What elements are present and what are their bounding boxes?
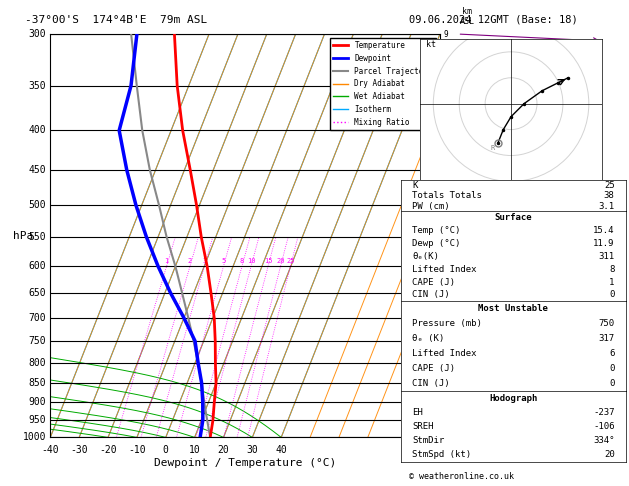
- Text: 850: 850: [29, 378, 47, 388]
- Text: Totals Totals: Totals Totals: [412, 191, 482, 200]
- Text: 900: 900: [29, 397, 47, 407]
- Text: 1: 1: [164, 258, 169, 264]
- Legend: Temperature, Dewpoint, Parcel Trajectory, Dry Adiabat, Wet Adiabat, Isotherm, Mi: Temperature, Dewpoint, Parcel Trajectory…: [330, 38, 436, 130]
- Text: -237: -237: [593, 408, 615, 417]
- Text: 600: 600: [29, 261, 47, 271]
- Text: © weatheronline.co.uk: © weatheronline.co.uk: [409, 472, 514, 481]
- Text: 40: 40: [276, 446, 287, 455]
- Text: 5: 5: [444, 233, 448, 242]
- Text: LCL: LCL: [441, 416, 456, 425]
- Text: 6: 6: [610, 349, 615, 358]
- Text: θₑ (K): θₑ (K): [412, 334, 444, 343]
- Text: 10: 10: [247, 258, 255, 264]
- Text: 1: 1: [444, 398, 448, 407]
- Text: 500: 500: [29, 200, 47, 210]
- Text: -37°00'S  174°4B'E  79m ASL: -37°00'S 174°4B'E 79m ASL: [25, 15, 208, 25]
- Text: -40: -40: [42, 446, 59, 455]
- Text: 750: 750: [598, 319, 615, 329]
- Text: CAPE (J): CAPE (J): [412, 278, 455, 287]
- Text: Hodograph: Hodograph: [489, 394, 537, 403]
- Text: K: K: [412, 181, 417, 190]
- Text: StmDir: StmDir: [412, 436, 444, 445]
- Text: -20: -20: [99, 446, 117, 455]
- X-axis label: Dewpoint / Temperature (°C): Dewpoint / Temperature (°C): [154, 458, 337, 468]
- Text: 300: 300: [29, 29, 47, 39]
- Text: 6: 6: [444, 165, 448, 174]
- Text: 650: 650: [29, 288, 47, 298]
- Text: 0: 0: [163, 446, 169, 455]
- Text: 09.06.2024 12GMT (Base: 18): 09.06.2024 12GMT (Base: 18): [409, 15, 577, 25]
- Text: 0: 0: [610, 291, 615, 299]
- Text: StmSpd (kt): StmSpd (kt): [412, 450, 471, 459]
- Text: 20: 20: [218, 446, 230, 455]
- Text: 10: 10: [189, 446, 201, 455]
- Text: θₑ(K): θₑ(K): [412, 252, 439, 261]
- Text: CIN (J): CIN (J): [412, 291, 450, 299]
- Text: 38: 38: [604, 191, 615, 200]
- Text: 4.5: 4.5: [444, 262, 458, 271]
- Text: 0.5: 0.5: [444, 416, 458, 425]
- Text: 2: 2: [444, 358, 448, 367]
- Text: 0: 0: [610, 364, 615, 373]
- Text: 9: 9: [444, 30, 448, 38]
- Text: 311: 311: [598, 252, 615, 261]
- Text: Pressure (mb): Pressure (mb): [412, 319, 482, 329]
- Text: 3: 3: [444, 313, 448, 322]
- Text: 30: 30: [247, 446, 259, 455]
- Text: 8: 8: [444, 81, 448, 90]
- Text: Most Unstable: Most Unstable: [478, 304, 548, 313]
- Text: EH: EH: [412, 408, 423, 417]
- Text: 350: 350: [29, 81, 47, 91]
- Text: 15.4: 15.4: [593, 226, 615, 235]
- Text: 0: 0: [610, 379, 615, 388]
- Text: 550: 550: [29, 232, 47, 242]
- Text: 7: 7: [444, 126, 448, 135]
- Text: 450: 450: [29, 165, 47, 175]
- Text: 15: 15: [264, 258, 272, 264]
- Text: Temp (°C): Temp (°C): [412, 226, 460, 235]
- Text: 800: 800: [29, 358, 47, 367]
- Text: 1000: 1000: [23, 433, 47, 442]
- Text: hPa: hPa: [13, 231, 33, 241]
- Text: Lifted Index: Lifted Index: [412, 349, 476, 358]
- Text: 11.9: 11.9: [593, 239, 615, 248]
- Text: -30: -30: [70, 446, 88, 455]
- Text: Lifted Index: Lifted Index: [412, 265, 476, 274]
- Text: 5.5: 5.5: [444, 201, 458, 209]
- Text: 1.5: 1.5: [444, 379, 458, 387]
- Text: CAPE (J): CAPE (J): [412, 364, 455, 373]
- Text: km
ASL: km ASL: [460, 6, 475, 26]
- Text: -106: -106: [593, 422, 615, 431]
- Text: 2.5: 2.5: [444, 336, 458, 346]
- Text: 8: 8: [240, 258, 244, 264]
- Text: 3: 3: [203, 258, 206, 264]
- Text: 20: 20: [276, 258, 285, 264]
- Text: CIN (J): CIN (J): [412, 379, 450, 388]
- Text: kt: kt: [426, 40, 435, 49]
- Text: 25: 25: [286, 258, 295, 264]
- Text: 1: 1: [610, 278, 615, 287]
- Text: PW (cm): PW (cm): [412, 202, 450, 210]
- Text: 20: 20: [604, 450, 615, 459]
- Text: 4: 4: [444, 289, 448, 297]
- Text: 334°: 334°: [593, 436, 615, 445]
- Text: 5: 5: [221, 258, 226, 264]
- Text: 317: 317: [598, 334, 615, 343]
- Text: 700: 700: [29, 313, 47, 323]
- Text: 400: 400: [29, 125, 47, 136]
- Text: 2: 2: [188, 258, 192, 264]
- Text: -10: -10: [128, 446, 146, 455]
- Text: Dewp (°C): Dewp (°C): [412, 239, 460, 248]
- Text: 25: 25: [604, 181, 615, 190]
- Text: 8: 8: [610, 265, 615, 274]
- Text: 950: 950: [29, 415, 47, 425]
- Text: Surface: Surface: [494, 213, 532, 222]
- Text: 750: 750: [29, 336, 47, 346]
- Text: SREH: SREH: [412, 422, 433, 431]
- Text: 3.1: 3.1: [598, 202, 615, 210]
- Text: R: R: [491, 145, 494, 151]
